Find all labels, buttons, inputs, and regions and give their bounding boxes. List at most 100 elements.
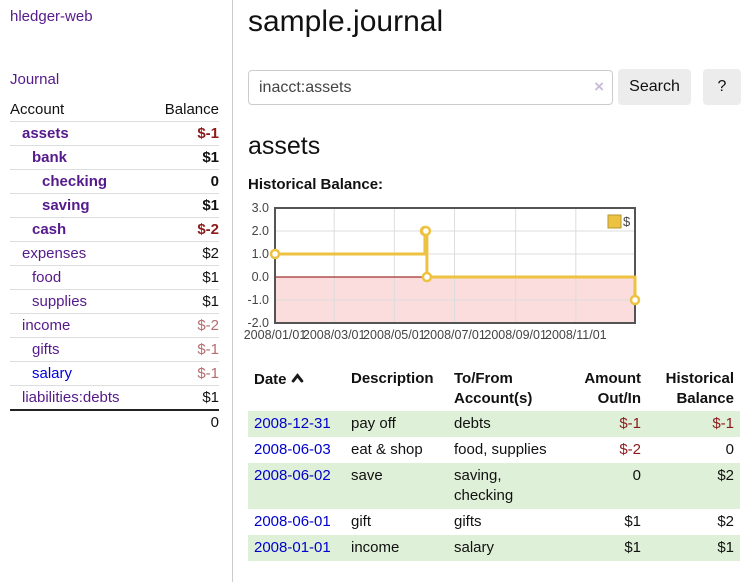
transaction-accounts: food, supplies — [454, 441, 547, 458]
y-axis-tick-label: -2.0 — [247, 316, 269, 330]
transaction-balance: $-1 — [712, 415, 734, 432]
register-header-accounts: To/From Account(s) — [454, 370, 533, 407]
transaction-date-link[interactable]: 2008-06-03 — [254, 441, 331, 458]
account-balance: $1 — [149, 193, 219, 218]
chart-heading: Historical Balance: — [248, 176, 384, 193]
transaction-balance: 0 — [725, 441, 734, 458]
account-link[interactable]: cash — [32, 221, 67, 238]
data-point-marker — [421, 271, 433, 283]
account-link[interactable]: gifts — [32, 341, 60, 358]
transaction-date-link[interactable]: 2008-12-31 — [254, 415, 331, 432]
data-point-marker — [420, 225, 432, 237]
y-axis-tick-label: 3.0 — [252, 201, 269, 215]
account-row: food $1 — [10, 265, 219, 290]
account-balance: $1 — [149, 145, 219, 170]
account-link[interactable]: salary — [32, 365, 73, 382]
transaction-date-link[interactable]: 2008-06-02 — [254, 467, 331, 484]
account-row: expenses $2 — [10, 241, 219, 266]
account-balance: $-1 — [149, 361, 219, 386]
transaction-date-link[interactable]: 2008-01-01 — [254, 539, 331, 556]
x-axis-tick-label: 2008/01/01 — [244, 328, 307, 342]
transaction-balance: $2 — [717, 467, 734, 484]
transaction-accounts: saving, checking — [454, 467, 514, 504]
transaction-amount: 0 — [632, 467, 641, 484]
account-balance: $1 — [149, 289, 219, 314]
data-point-marker — [629, 294, 641, 306]
main-content: sample.journal × Search ? assets Histori… — [244, 0, 742, 561]
account-link[interactable]: liabilities:debts — [22, 389, 120, 406]
account-row: checking 0 — [10, 169, 219, 194]
account-heading: assets — [248, 132, 321, 160]
transaction-description: save — [351, 467, 383, 484]
search-button[interactable]: Search — [618, 69, 691, 105]
help-button[interactable]: ? — [703, 69, 741, 105]
transaction-accounts: salary — [454, 539, 495, 556]
search-input[interactable] — [248, 70, 613, 105]
account-row: supplies $1 — [10, 289, 219, 314]
register-row: 2008-01-01 income salary $1 $1 — [248, 535, 740, 561]
register-header-balance: Historical Balance — [665, 370, 734, 407]
register-header-row: Date Description To/From Account(s) Amou… — [248, 367, 740, 411]
register-row: 2008-06-01 gift gifts $1 $2 — [248, 509, 740, 535]
accounts-total-row: 0 — [10, 409, 219, 434]
account-link[interactable]: checking — [42, 173, 108, 190]
account-balance: $1 — [149, 265, 219, 290]
account-link[interactable]: food — [32, 269, 62, 286]
x-axis-tick-label: 2008/05/01 — [363, 328, 426, 342]
account-link[interactable]: bank — [32, 149, 68, 166]
account-row: income $-2 — [10, 313, 219, 338]
transaction-accounts: gifts — [454, 513, 482, 530]
chart-canvas: 3.0 2.0 1.0 0.0 -1.0 -2.02008/01/012008/03/01… — [244, 201, 641, 342]
account-balance: $1 — [149, 385, 219, 410]
account-row: liabilities:debts $1 — [10, 385, 219, 410]
transaction-balance: $1 — [717, 539, 734, 556]
account-row: assets $-1 — [10, 121, 219, 146]
transaction-date-link[interactable]: 2008-06-01 — [254, 513, 331, 530]
search-form: × Search ? — [248, 69, 742, 105]
app-brand-link[interactable]: hledger-web — [10, 8, 93, 25]
register-row: 2008-12-31 pay off debts $-1 $-1 — [248, 411, 740, 437]
register-table: Date Description To/From Account(s) Amou… — [248, 367, 740, 561]
y-axis-tick-label: 2.0 — [252, 224, 269, 238]
x-axis-tick-label: 2008/07/01 — [423, 328, 486, 342]
clear-search-icon[interactable]: × — [594, 77, 604, 96]
transaction-description: pay off — [351, 415, 396, 432]
x-axis-tick-label: 2008/11/01 — [545, 328, 607, 342]
y-axis-tick-label: 0.0 — [252, 270, 269, 284]
transaction-description: income — [351, 539, 400, 556]
account-balance: $-2 — [149, 313, 219, 338]
account-row: cash $-2 — [10, 217, 219, 242]
register-row: 2008-06-03 eat & shop food, supplies $-2 0 — [248, 437, 740, 463]
account-link[interactable]: expenses — [22, 245, 87, 262]
accounts-table-body: assets $-1 bank $1 checking 0 saving $1 cash $-2 e… — [10, 121, 219, 410]
page-title: sample.journal — [248, 5, 444, 38]
sidebar: hledger-web Journal Account Balance asse… — [0, 0, 233, 582]
account-link[interactable]: supplies — [32, 293, 88, 310]
y-axis-tick-label: 1.0 — [252, 247, 269, 261]
account-balance: $2 — [149, 241, 219, 266]
transaction-amount: $-2 — [619, 441, 641, 458]
transaction-amount: $1 — [624, 539, 641, 556]
sidebar-item-journal[interactable]: Journal — [10, 71, 60, 88]
account-balance: $-2 — [149, 217, 219, 242]
sort-ascending-icon — [291, 369, 304, 389]
accounts-table-header: Account Balance — [10, 98, 219, 122]
transaction-amount: $1 — [624, 513, 641, 530]
historical-balance-chart: 3.0 2.0 1.0 0.0 -1.0 -2.0 2008/01/01 2008/03/01… — [244, 201, 742, 350]
transaction-accounts: debts — [454, 415, 491, 432]
register-header-date[interactable]: Date — [248, 367, 345, 411]
account-link[interactable]: income — [22, 317, 71, 334]
account-balance: $-1 — [149, 337, 219, 362]
accounts-header-balance: Balance — [164, 101, 219, 118]
transaction-description: gift — [351, 513, 372, 530]
register-table-body: 2008-12-31 pay off debts $-1 $-1 2008-06-03 ea… — [248, 411, 740, 561]
account-row: salary $-1 — [10, 361, 219, 386]
account-balance: 0 — [149, 169, 219, 194]
account-row: gifts $-1 — [10, 337, 219, 362]
account-link[interactable]: assets — [22, 125, 69, 142]
register-header-description: Description — [351, 370, 434, 387]
accounts-header-account: Account — [10, 101, 65, 118]
account-link[interactable]: saving — [42, 197, 90, 214]
transaction-amount: $-1 — [619, 415, 641, 432]
legend-swatch — [607, 214, 622, 229]
